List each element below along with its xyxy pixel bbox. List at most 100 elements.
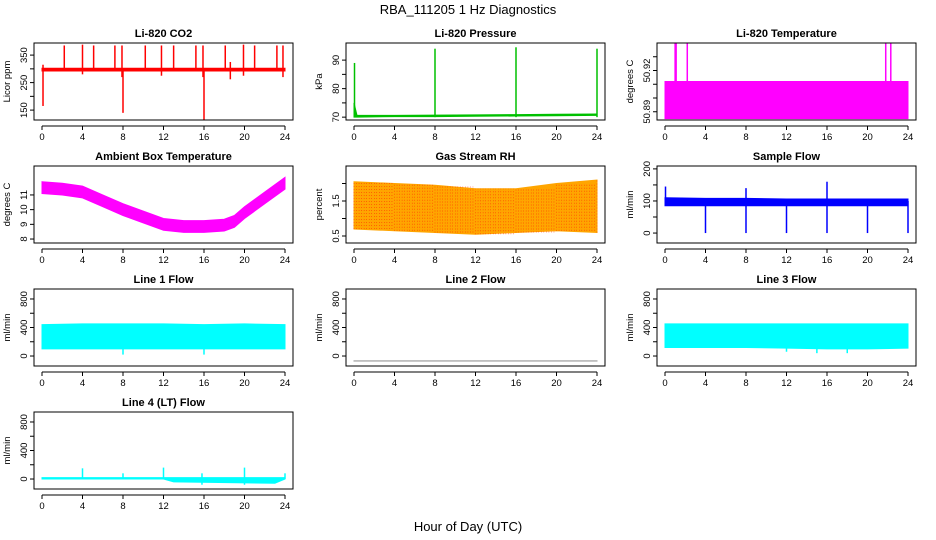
x-tick-label: 8 bbox=[743, 378, 748, 389]
x-tick-label: 4 bbox=[703, 378, 708, 389]
x-tick-label: 24 bbox=[280, 378, 291, 389]
x-tick-label: 16 bbox=[511, 255, 522, 266]
y-tick-label: 800 bbox=[19, 414, 30, 430]
panel-4: Gas Stream RH percent 0.5 1.5 0 4 8 12 16 20 24 bbox=[314, 151, 606, 266]
panel-title: Line 1 Flow bbox=[134, 274, 194, 286]
x-tick-label: 4 bbox=[80, 255, 85, 266]
x-tick-label: 12 bbox=[781, 255, 792, 266]
x-tick-label: 12 bbox=[470, 255, 481, 266]
x-tick-label: 8 bbox=[120, 378, 125, 389]
plot-area bbox=[664, 43, 909, 120]
y-tick-label: 0 bbox=[19, 353, 30, 358]
x-tick-label: 20 bbox=[239, 378, 250, 389]
x-tick-label: 4 bbox=[80, 501, 85, 512]
plot-area bbox=[41, 323, 286, 355]
figure-title: RBA_111205 1 Hz Diagnostics bbox=[380, 2, 557, 17]
x-tick-label: 24 bbox=[592, 378, 603, 389]
panel-6: Line 1 Flow ml/min 0 400 800 0 4 8 12 16 20 24 bbox=[2, 274, 294, 389]
plot-area bbox=[664, 323, 909, 354]
y-axis-label: ml/min bbox=[314, 314, 325, 342]
y-tick-label: 400 bbox=[331, 320, 342, 336]
panel-title: Line 3 Flow bbox=[757, 274, 817, 286]
plot-frame bbox=[345, 288, 606, 367]
y-tick-label: 50.89 bbox=[642, 100, 653, 124]
panel-title: Ambient Box Temperature bbox=[95, 151, 232, 163]
y-axis-label: ml/min bbox=[625, 191, 636, 219]
y-tick-label: 10 bbox=[19, 204, 30, 215]
x-tick-label: 24 bbox=[280, 501, 291, 512]
x-tick-label: 8 bbox=[120, 501, 125, 512]
panel-title: Li-820 Pressure bbox=[435, 28, 517, 40]
plot-area bbox=[664, 181, 909, 234]
y-tick-label: 800 bbox=[19, 291, 30, 307]
x-tick-label: 4 bbox=[392, 378, 397, 389]
panel-0: Li-820 CO2 Licor ppm 150 250 350 0 4 8 12 16 20 24 bbox=[2, 28, 294, 143]
x-tick-label: 12 bbox=[781, 132, 792, 143]
y-tick-label: 1.5 bbox=[331, 194, 342, 207]
x-tick-label: 24 bbox=[592, 255, 603, 266]
y-tick-label: 350 bbox=[19, 47, 30, 63]
x-tick-label: 8 bbox=[432, 255, 437, 266]
y-tick-label: 800 bbox=[331, 291, 342, 307]
x-tick-label: 0 bbox=[39, 255, 44, 266]
panel-9: Line 4 (LT) Flow ml/min 0 400 800 0 4 8 12 16 20 24 bbox=[2, 397, 294, 512]
x-tick-label: 0 bbox=[351, 378, 356, 389]
y-axis-label: percent bbox=[314, 188, 325, 220]
x-tick-label: 20 bbox=[239, 255, 250, 266]
plot-frame bbox=[345, 42, 606, 121]
x-tick-label: 4 bbox=[80, 378, 85, 389]
x-tick-label: 4 bbox=[392, 132, 397, 143]
y-tick-label: 400 bbox=[19, 443, 30, 459]
panel-7: Line 2 Flow ml/min 0 400 800 0 4 8 12 16 20 24 bbox=[314, 274, 606, 389]
plot-area bbox=[353, 47, 598, 118]
x-tick-label: 12 bbox=[158, 255, 169, 266]
y-axis-label: ml/min bbox=[2, 437, 13, 465]
x-tick-label: 0 bbox=[351, 255, 356, 266]
x-tick-label: 24 bbox=[903, 132, 914, 143]
y-tick-label: 0.5 bbox=[331, 229, 342, 242]
x-tick-label: 24 bbox=[280, 255, 291, 266]
x-tick-label: 0 bbox=[39, 132, 44, 143]
x-tick-label: 4 bbox=[80, 132, 85, 143]
y-tick-label: 800 bbox=[642, 291, 653, 307]
y-axis-label: ml/min bbox=[625, 314, 636, 342]
x-tick-label: 12 bbox=[158, 378, 169, 389]
x-tick-label: 12 bbox=[781, 378, 792, 389]
x-tick-label: 20 bbox=[551, 255, 562, 266]
panel-title: Li-820 CO2 bbox=[135, 28, 192, 40]
y-tick-label: 0 bbox=[642, 353, 653, 358]
panel-title: Li-820 Temperature bbox=[736, 28, 837, 40]
y-tick-label: 400 bbox=[19, 320, 30, 336]
x-tick-label: 16 bbox=[511, 132, 522, 143]
y-tick-label: 8 bbox=[19, 236, 30, 241]
panel-title: Line 2 Flow bbox=[446, 274, 506, 286]
x-tick-label: 16 bbox=[199, 501, 210, 512]
x-tick-label: 24 bbox=[280, 132, 291, 143]
panel-8: Line 3 Flow ml/min 0 400 800 0 4 8 12 16 20 24 bbox=[625, 274, 917, 389]
y-axis-label: degrees C bbox=[2, 182, 13, 226]
x-tick-label: 0 bbox=[662, 378, 667, 389]
x-tick-label: 4 bbox=[703, 132, 708, 143]
x-tick-label: 0 bbox=[351, 132, 356, 143]
x-tick-label: 24 bbox=[592, 132, 603, 143]
x-tick-label: 16 bbox=[199, 255, 210, 266]
y-tick-label: 50.92 bbox=[642, 59, 653, 83]
y-tick-label: 100 bbox=[642, 193, 653, 209]
series-band bbox=[41, 323, 286, 350]
panel-title: Line 4 (LT) Flow bbox=[122, 397, 205, 409]
panel-5: Sample Flow ml/min 0 100 200 0 4 8 12 16 20 24 bbox=[625, 151, 917, 266]
y-tick-label: 0 bbox=[331, 353, 342, 358]
plot-area bbox=[41, 44, 286, 120]
y-tick-label: 80 bbox=[331, 83, 342, 94]
series-band bbox=[353, 102, 598, 118]
x-tick-label: 20 bbox=[239, 132, 250, 143]
x-tick-label: 0 bbox=[39, 501, 44, 512]
panel-2: Li-820 Temperature degrees C 50.89 50.92 0 4 8… bbox=[625, 28, 917, 143]
plot-area bbox=[353, 179, 598, 235]
y-tick-label: 90 bbox=[331, 55, 342, 66]
series-band bbox=[41, 176, 286, 233]
x-tick-label: 16 bbox=[199, 378, 210, 389]
y-tick-label: 70 bbox=[331, 112, 342, 123]
x-tick-label: 16 bbox=[822, 255, 833, 266]
y-tick-label: 250 bbox=[19, 75, 30, 91]
